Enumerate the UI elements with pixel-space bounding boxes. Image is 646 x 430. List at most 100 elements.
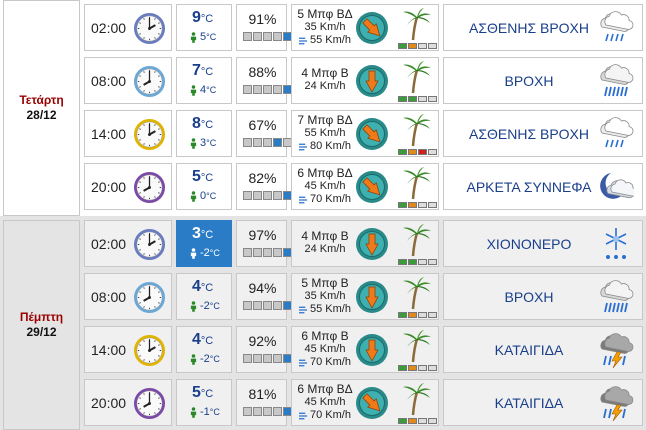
wind-text: 5 Μπφ Β 35 Km/h 55 Km/h [297,277,353,316]
feels-like-unit: °C [206,191,217,201]
time-label: 20:00 [91,395,127,411]
wind-cell: 4 Μπφ Β 24 Km/h [291,220,439,267]
temperature-unit: °C [200,66,214,78]
feels-like-value: -2 [200,353,210,365]
humidity-bar [243,354,293,363]
humidity-bar-segment [243,407,252,416]
forecast-row: 08:00 7°C 4 °C 88% 4 Μπφ Β 24 Km/h ΒΡΟΧΗ [0,57,646,104]
temperature-cell: 4°C -2 °C [176,326,232,373]
time-label: 08:00 [91,289,127,305]
humidity-bar-segment [263,354,272,363]
humidity-bar-segment [253,301,262,310]
gust-icon [299,37,308,44]
wind-gust-value: 55 Km/h [310,34,351,46]
wind-strength-segment [418,202,427,208]
wind-speed: 55 Km/h [304,127,346,139]
wind-strength-bar [398,312,438,318]
light-rain-icon [598,10,634,46]
weather-description-cell: ΧΙΟΝΟΝΕΡΟ [443,220,643,267]
temperature-cell: 4°C -2 °C [176,273,232,320]
wind-strength-segment [398,259,407,265]
humidity-bar [243,191,293,200]
humidity-bar [243,138,293,147]
time-cell: 20:00 [84,163,172,210]
person-icon [190,84,197,96]
wind-strength-bar [398,418,438,424]
humidity-bar [243,407,293,416]
gust-icon [299,306,308,313]
humidity-bar-segment [263,407,272,416]
wind-text: 7 Μπφ ΒΔ 55 Km/h 80 Km/h [297,114,353,153]
wind-strength-bar [398,365,438,371]
wind-speed: 45 Km/h [304,343,346,355]
clock-icon [133,228,166,261]
wind-gust: 55 Km/h [297,303,353,316]
clock-icon [133,387,166,420]
wind-strength-segment [418,96,427,102]
clock-icon [133,65,166,98]
wind-strength-segment [398,365,407,371]
time-label: 20:00 [91,179,127,195]
day-group: Πέμπτη 29/12 02:00 3°C -2 °C 97% 4 Μπφ Β 24 Km/… [0,216,646,430]
wind-gust: 70 Km/h [297,409,353,422]
wind-strength-segment [418,149,427,155]
person-icon [190,406,197,418]
time-label: 02:00 [91,20,127,36]
wind-gust-value: 70 Km/h [310,356,351,368]
night-cloudy-icon [598,169,637,205]
humidity-cell: 94% [236,273,292,320]
humidity-cell: 88% [236,57,292,104]
feels-like-value: 4 [200,84,207,96]
wind-cell: 5 Μπφ ΒΔ 35 Km/h 55 Km/h [291,4,439,51]
time-cell: 14:00 [84,110,172,157]
feels-like-unit: °C [206,138,217,148]
wind-speed: 45 Km/h [304,396,346,408]
feels-like-unit: °C [206,85,217,95]
feels-like-unit: °C [209,354,220,364]
feels-like-value: 3 [200,137,207,149]
weather-description-cell: ΑΡΚΕΤΑ ΣΥΝΝΕΦΑ [443,163,643,210]
wind-gust-value: 70 Km/h [310,409,351,421]
temperature-cell: 8°C 3 °C [176,110,232,157]
temperature-unit: °C [200,229,214,241]
weather-description: ΒΡΟΧΗ [504,73,554,89]
feels-like: -2 °C [190,300,220,312]
temperature-number: 7 [192,62,201,79]
wind-strength-segment [418,418,427,424]
temperature-unit: °C [200,282,214,294]
feels-like-value: -2 [200,300,210,312]
wind-strength-segment [418,259,427,265]
time-cell: 02:00 [84,220,172,267]
weather-description: ΧΙΟΝΟΝΕΡΟ [486,236,572,252]
temperature-value: 5°C [192,384,213,402]
temperature-value: 5°C [192,168,213,186]
wind-strength-bar [398,43,438,49]
day-label: Πέμπτη 29/12 [3,220,80,430]
weather-description-cell: ΒΡΟΧΗ [443,273,643,320]
humidity-bar-segment [273,191,282,200]
wind-cell: 5 Μπφ Β 35 Km/h 55 Km/h [291,273,439,320]
temperature-unit: °C [200,172,214,184]
humidity-cell: 67% [236,110,292,157]
wind-beaufort: 6 Μπφ ΒΔ [297,382,353,396]
palm-tree-icon [398,382,432,416]
wind-gust-value: 80 Km/h [310,140,351,152]
temperature-number: 4 [192,331,201,348]
wind-speed: 35 Km/h [304,290,346,302]
wind-gust: 80 Km/h [297,140,353,153]
rain-icon [598,279,634,315]
weather-description: ΚΑΤΑΙΓΙΔΑ [494,395,564,411]
sleet-icon [598,226,634,262]
wind-strength-bar [398,202,438,208]
wind-strength-segment [408,96,417,102]
wind-speed: 24 Km/h [304,243,346,255]
gust-icon [299,359,308,366]
time-cell: 20:00 [84,379,172,426]
temperature-value: 9°C [192,9,213,27]
wind-strength-segment [408,43,417,49]
person-icon [190,353,197,365]
temperature-value: 7°C [192,62,213,80]
wind-direction-icon [355,117,389,151]
humidity-bar-segment [263,138,272,147]
feels-like-unit: °C [209,407,220,417]
